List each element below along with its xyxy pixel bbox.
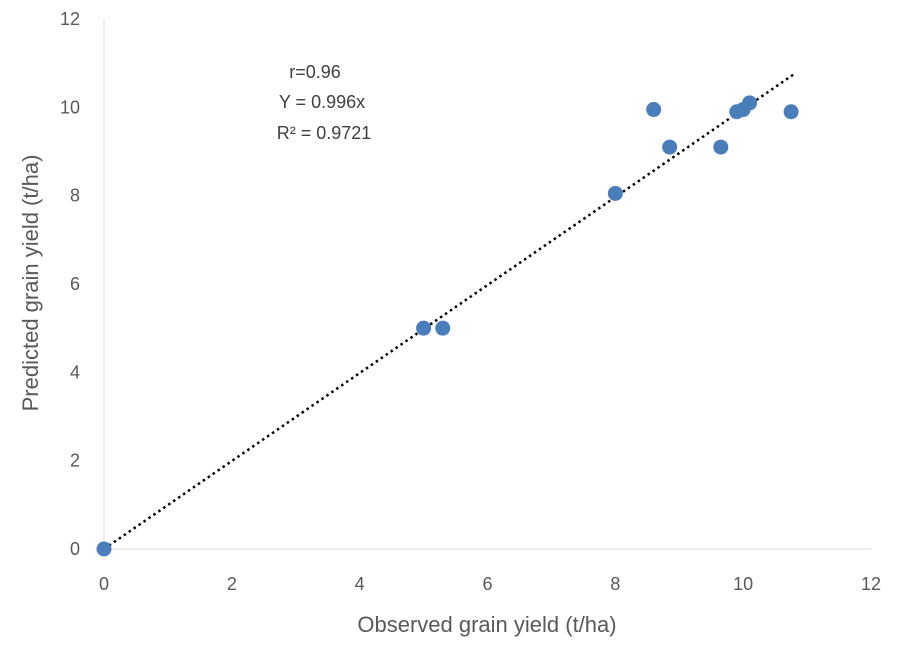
x-tick-label: 10	[733, 574, 753, 594]
y-tick-labels: 0 2 4 6 8 10 12	[60, 9, 80, 559]
data-point	[783, 104, 799, 120]
data-point	[96, 541, 112, 557]
data-point	[662, 139, 678, 155]
x-tick-label: 4	[355, 574, 365, 594]
trendline	[103, 72, 796, 551]
annotations: r=0.96 Y = 0.996x R² = 0.9721	[277, 62, 372, 143]
data-points	[96, 95, 799, 557]
y-tick-label: 8	[70, 186, 80, 206]
data-point	[742, 95, 758, 111]
y-tick-label: 10	[60, 97, 80, 117]
x-tick-label: 2	[227, 574, 237, 594]
y-tick-label: 0	[70, 539, 80, 559]
annotation-r: r=0.96	[289, 62, 341, 82]
data-point	[646, 102, 662, 118]
data-point	[416, 320, 432, 336]
annotation-equation: Y = 0.996x	[279, 92, 365, 112]
data-point	[713, 139, 729, 155]
x-tick-label: 6	[482, 574, 492, 594]
x-tick-label: 12	[861, 574, 881, 594]
x-tick-label: 0	[99, 574, 109, 594]
x-tick-label: 8	[610, 574, 620, 594]
y-axis-title: Predicted grain yield (t/ha)	[18, 155, 43, 412]
x-axis-title: Observed grain yield (t/ha)	[357, 612, 616, 637]
axes	[103, 19, 871, 550]
x-tick-labels: 0 2 4 6 8 10 12	[99, 574, 881, 594]
data-point	[435, 320, 451, 336]
y-tick-label: 6	[70, 274, 80, 294]
data-point	[607, 185, 623, 201]
annotation-r-squared: R² = 0.9721	[277, 123, 372, 143]
y-tick-label: 4	[70, 362, 80, 382]
y-tick-label: 2	[70, 451, 80, 471]
y-tick-label: 12	[60, 9, 80, 29]
